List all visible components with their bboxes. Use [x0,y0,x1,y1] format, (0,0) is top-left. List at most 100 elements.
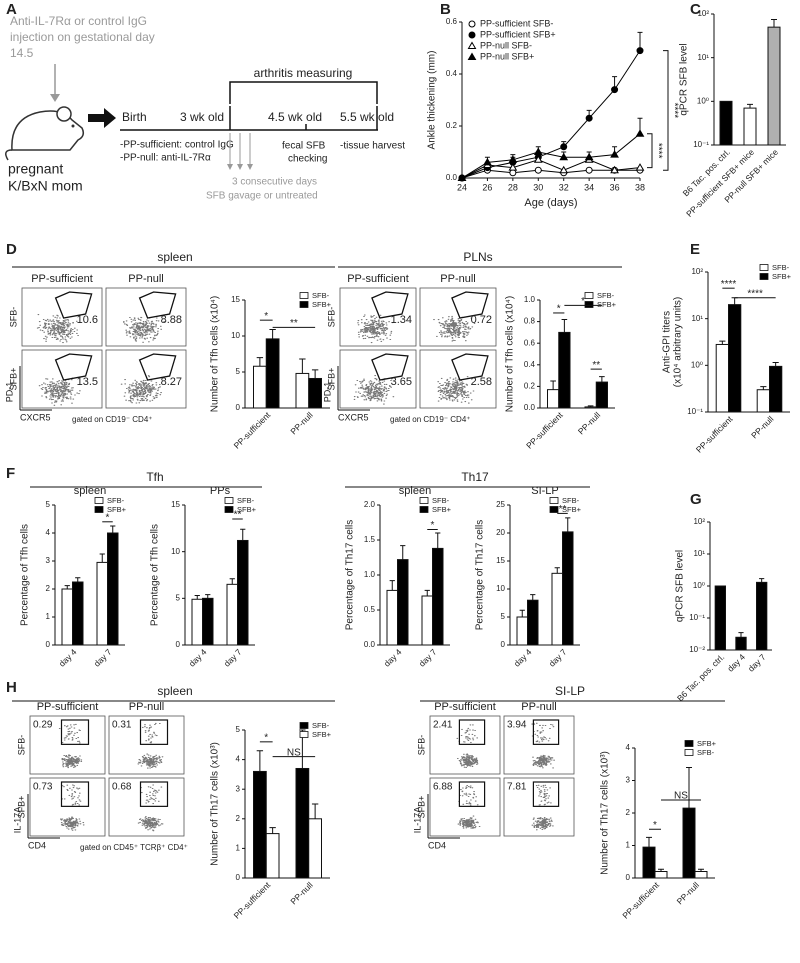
gate [139,719,169,745]
y-tick-label: 0.0 [364,640,376,649]
legend-label: PP-null SFB+ [480,51,534,61]
axis-arrows [19,366,52,411]
gate [532,781,560,807]
y-tick-label: 0 [626,873,631,882]
error-bar [686,767,692,809]
y-tick-label: 1.0 [524,295,536,304]
flow-x-axis-label: CD4 [28,840,46,850]
point [509,169,517,177]
point [611,86,619,94]
timepoint: 4.5 wk old [268,110,322,124]
bar [397,559,409,646]
gate [371,353,409,381]
legend-swatch [299,722,309,729]
error-bar [738,632,744,638]
diagram: Anti-IL-7Rα or control IgG injection on … [5,14,405,202]
legend-marker [467,52,477,60]
mouse-eye [71,124,75,128]
flow-column-label: PP-sufficient [31,273,93,285]
section-heading: SI-LP [555,684,585,698]
error-bar [389,580,395,591]
legend-label: SFB+ [697,739,717,748]
bar [237,539,249,646]
bar [756,581,768,651]
gate-percentage: 6.88 [433,782,453,793]
gate [451,291,489,319]
y-tick-label: 1.0 [364,570,376,579]
gate [54,291,93,319]
y-tick-label: 4 [46,528,51,537]
legend-swatch [759,273,769,280]
y-tick-label: 20 [496,528,505,537]
mother-text: pregnant [8,161,63,177]
x-tick-label: PP-sufficient [232,879,273,920]
gate-percentage: 0.68 [112,782,132,793]
gate [138,353,177,381]
flow-plot-frame [21,349,103,409]
legend-swatch [584,301,594,308]
y-tick-label: 0.4 [446,69,458,78]
gate-percentage: 0.72 [471,314,492,326]
cell-dots [59,784,85,831]
bar [386,589,398,646]
legend-label: SFB+ [312,300,332,309]
y-tick-label: 10¹ [697,53,709,62]
error-bar [771,18,777,28]
legend-label: SFB- [107,496,125,505]
point [584,152,594,161]
error-bar [256,750,264,772]
y-tick-label: 0.4 [524,360,536,369]
x-tick-label: PP-sufficient [524,409,565,450]
cell-dots [38,377,81,406]
y-tick-label: 2 [46,584,51,593]
legend-swatch [419,497,429,504]
y-tick-label: 5 [236,725,241,734]
y-tick-label: 10² [693,517,705,526]
x-tick-label: PP-sufficient [694,413,735,454]
panel-letter: D [6,241,17,258]
x-tick-label: day 7 [92,647,114,669]
panel-letter: C [690,1,701,18]
timepoint: 5.5 wk old [340,110,394,124]
y-axis-label: qPCR SFB level [679,43,690,115]
error-bar [311,369,319,379]
series-line [461,159,641,179]
error-bar [759,578,765,583]
point [585,166,593,174]
y-tick-label: 4 [236,755,241,764]
section-heading: Th17 [461,470,489,484]
y-tick-label: 10 [496,584,505,593]
error-bar [110,525,116,533]
cell-dots [531,784,554,831]
big-arrow [88,108,116,128]
legend-label: SFB- [772,263,790,272]
y-tick-label: 1 [236,844,241,853]
gate-percentage: 0.29 [33,720,53,731]
section-heading: spleen [157,250,192,264]
error-bar [565,517,571,532]
y-tick-label: 2 [626,808,631,817]
legend-label: SFB- [697,748,715,757]
bar [308,818,322,879]
legend-label: SFB- [432,496,450,505]
error-bar [299,358,306,374]
y-tick-label: 10 [231,331,240,340]
legend-label: PP-null SFB- [480,40,532,50]
error-bar [424,589,430,596]
flow-row-label: SFB- [16,735,26,756]
y-tick-label: 1.5 [364,535,376,544]
flow-x-axis-label: CXCR5 [338,412,369,422]
injection-text: Anti-IL-7Rα or control IgG [10,14,147,28]
x-axis-label: Age (days) [524,197,577,209]
y-tick-label: 1 [626,841,631,850]
legend-swatch [299,301,309,308]
cell-dots [357,314,394,344]
chart-title: spleen [74,485,106,497]
point [533,155,543,163]
bar [558,331,571,409]
error-bar [269,329,276,339]
bar [72,581,84,646]
legend-marker [468,20,476,28]
error-bar [64,585,70,589]
bar [421,595,433,646]
